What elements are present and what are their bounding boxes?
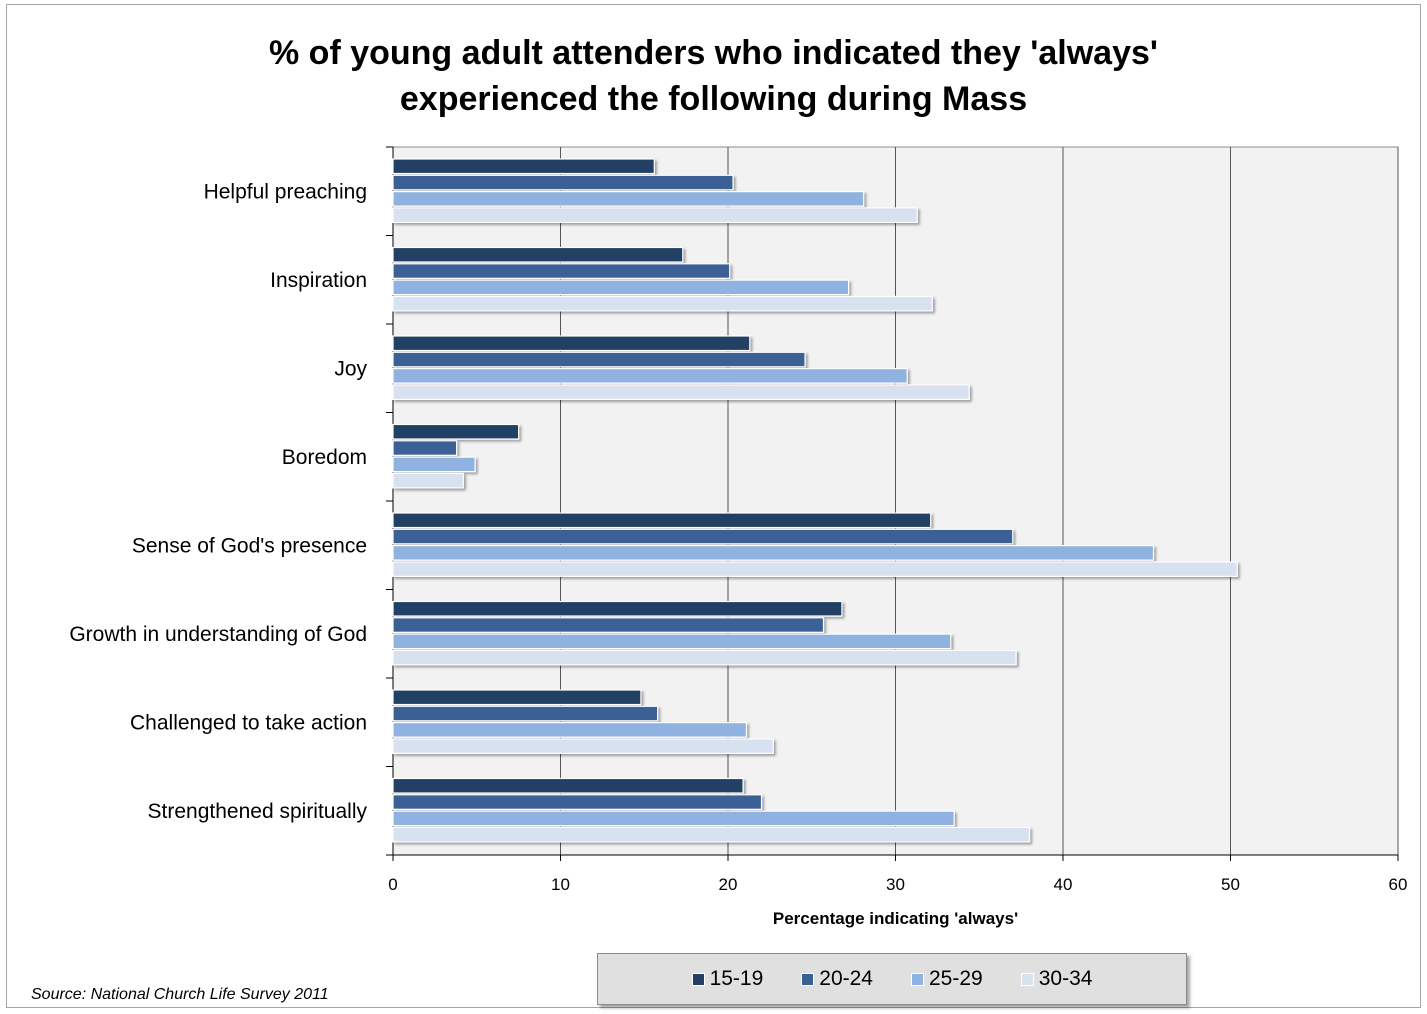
category-label-6: Challenged to take action	[130, 711, 367, 734]
x-tick-label-60: 60	[1389, 875, 1408, 894]
bar-25-29-1	[392, 279, 850, 296]
bar-25-29-6	[392, 721, 748, 738]
legend-label-15-19: 15-19	[709, 967, 764, 990]
bar-30-34-2	[392, 384, 970, 400]
source-note: Source: National Church Life Survey 2011	[31, 986, 329, 1003]
legend-swatch-25-29	[911, 972, 924, 986]
category-label-4: Sense of God's presence	[132, 534, 367, 557]
category-label-7: Strengthened spiritually	[148, 800, 368, 823]
bar-30-34-0	[392, 207, 918, 223]
bar-15-19-0	[392, 158, 655, 175]
legend: 15-19 20-24 25-29 30-34	[597, 953, 1187, 1005]
bar-25-29-7	[392, 810, 955, 827]
bar-15-19-6	[392, 689, 642, 706]
chart-title-line-1: % of young adult attenders who indicated…	[269, 34, 1158, 72]
bar-15-19-7	[392, 777, 744, 794]
x-tick-label-0: 0	[388, 875, 397, 894]
bar-15-19-2	[392, 335, 751, 352]
bar-15-19-4	[392, 512, 932, 529]
bar-15-19-5	[392, 600, 843, 617]
legend-item-20-24: 20-24	[801, 967, 873, 991]
bar-20-24-0	[392, 174, 734, 191]
bar-25-29-2	[392, 368, 908, 384]
x-tick-label-20: 20	[719, 875, 738, 894]
bar-20-24-1	[392, 263, 731, 279]
bar-15-19-3	[392, 423, 520, 440]
legend-item-25-29: 25-29	[911, 967, 983, 991]
legend-label-30-34: 30-34	[1038, 967, 1093, 990]
legend-swatch-30-34	[1020, 972, 1034, 986]
category-label-5: Growth in understanding of God	[69, 623, 367, 646]
x-tick-label-10: 10	[551, 875, 570, 894]
legend-swatch-15-19	[691, 972, 705, 986]
x-tick-label-50: 50	[1221, 875, 1240, 894]
x-tick-label-30: 30	[886, 875, 905, 894]
bar-30-34-5	[392, 649, 1017, 666]
category-label-2: Joy	[334, 357, 367, 380]
bar-20-24-6	[392, 705, 659, 722]
bar-30-34-1	[392, 295, 933, 312]
bar-25-29-4	[392, 544, 1155, 561]
chart-title-line-2: experienced the following during Mass	[399, 80, 1028, 118]
legend-label-25-29: 25-29	[929, 967, 983, 990]
legend-item-15-19: 15-19	[691, 967, 764, 991]
category-label-3: Boredom	[282, 446, 367, 469]
x-axis-label: Percentage indicating 'always'	[773, 909, 1018, 928]
bar-25-29-0	[392, 191, 865, 207]
bar-20-24-7	[392, 794, 763, 810]
bar-20-24-3	[392, 440, 458, 456]
bar-20-24-4	[392, 528, 1014, 545]
bar-20-24-5	[392, 617, 825, 633]
legend-label-20-24: 20-24	[819, 967, 873, 990]
bar-30-34-6	[392, 738, 774, 755]
bar-15-19-1	[392, 246, 684, 263]
legend-swatch-20-24	[801, 972, 815, 986]
bar-30-34-7	[392, 826, 1031, 843]
bar-25-29-3	[392, 456, 476, 473]
bar-30-34-4	[392, 561, 1238, 578]
x-tick-label-40: 40	[1054, 875, 1073, 894]
bar-25-29-5	[392, 633, 952, 650]
bar-20-24-2	[392, 351, 806, 368]
category-label-1: Inspiration	[270, 269, 367, 292]
legend-item-30-34: 30-34	[1020, 967, 1093, 991]
chart-title: % of young adult attenders who indicated…	[0, 30, 1427, 122]
bar-30-34-3	[392, 472, 464, 489]
category-label-0: Helpful preaching	[204, 180, 367, 203]
